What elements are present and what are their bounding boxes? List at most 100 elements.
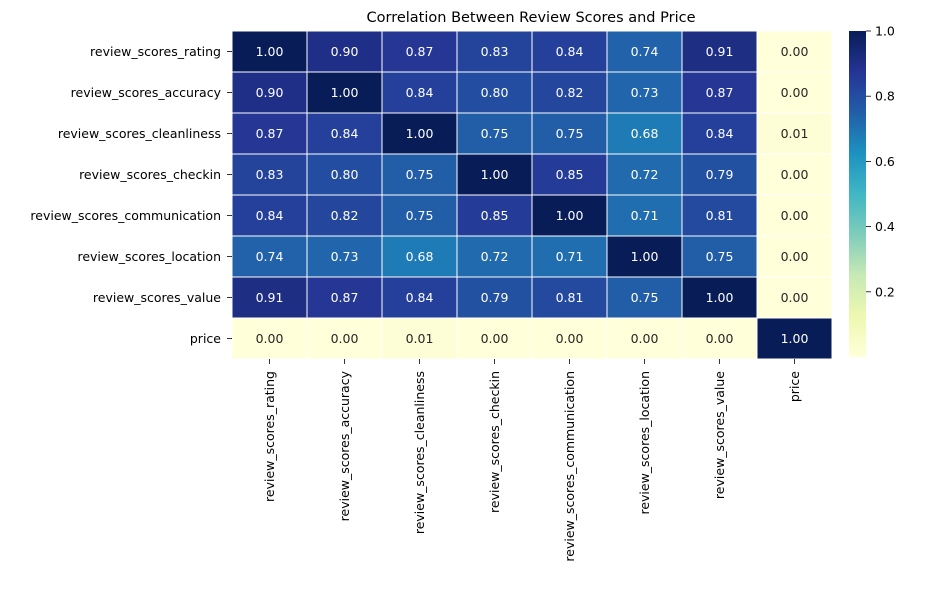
cell-value-label: 0.00: [556, 331, 584, 346]
cell-value-label: 0.72: [631, 167, 659, 182]
cell-value-label: 0.84: [556, 44, 584, 59]
cell-value-label: 0.75: [481, 126, 509, 141]
cell-value-label: 0.00: [706, 331, 734, 346]
heatmap-cell: [756, 235, 833, 278]
cell-value-label: 0.80: [331, 167, 359, 182]
row-tick-label: review_scores_rating: [90, 44, 221, 59]
cell-value-label: 0.00: [781, 208, 809, 223]
cell-value-label: 0.75: [631, 290, 659, 305]
colorbar-tick-label: 0.6: [875, 154, 895, 169]
heatmap-cell: [756, 30, 833, 73]
column-tick-label: price: [787, 371, 802, 402]
heatmap-cell: [756, 276, 833, 319]
cell-value-label: 0.00: [256, 331, 284, 346]
heatmap-cell: [231, 153, 308, 196]
column-tick-label: review_scores_communication: [562, 371, 577, 562]
cell-value-label: 1.00: [781, 331, 809, 346]
cell-value-label: 0.83: [481, 44, 509, 59]
cell-value-label: 0.79: [481, 290, 509, 305]
cell-value-label: 0.79: [706, 167, 734, 182]
heatmap-cell: [231, 276, 308, 319]
column-tick-label: review_scores_accuracy: [337, 370, 352, 521]
heatmap-cell: [606, 276, 683, 319]
heatmap-cell: [606, 112, 683, 155]
heatmap-cell: [456, 194, 533, 237]
heatmap-cell: [756, 317, 833, 360]
cell-value-label: 0.81: [706, 208, 734, 223]
cell-value-label: 0.82: [556, 85, 584, 100]
colorbar-tick-label: 1.0: [875, 24, 895, 39]
cell-value-label: 1.00: [556, 208, 584, 223]
column-tick-label: review_scores_rating: [262, 371, 277, 502]
heatmap-cell: [381, 317, 458, 360]
cell-value-label: 1.00: [481, 167, 509, 182]
cell-value-label: 0.00: [631, 331, 659, 346]
heatmap-cell: [456, 71, 533, 114]
cell-value-label: 0.68: [406, 249, 434, 264]
heatmap-cell: [606, 71, 683, 114]
cell-value-label: 0.75: [406, 167, 434, 182]
colorbar: 0.2 0.4 0.6 0.8 1.0: [849, 24, 895, 357]
row-tick-label: review_scores_value: [93, 290, 221, 305]
cell-value-label: 0.01: [781, 126, 809, 141]
heatmap-cell: [306, 30, 383, 73]
heatmap-cell: [456, 112, 533, 155]
cell-value-label: 0.00: [331, 331, 359, 346]
heatmap-cell: [756, 112, 833, 155]
column-tick-label: review_scores_cleanliness: [412, 371, 427, 534]
column-tick-label: review_scores_checkin: [487, 371, 502, 513]
row-tick-label: review_scores_communication: [30, 208, 221, 223]
heatmap-cell: [606, 235, 683, 278]
cell-value-label: 0.81: [556, 290, 584, 305]
heatmap-cell: [306, 112, 383, 155]
cell-value-label: 0.00: [781, 85, 809, 100]
cell-value-label: 0.87: [256, 126, 284, 141]
cell-value-label: 0.85: [481, 208, 509, 223]
heatmap-cell: [231, 30, 308, 73]
cell-value-label: 0.91: [256, 290, 284, 305]
colorbar-ticks: 0.2 0.4 0.6 0.8 1.0: [866, 24, 895, 299]
heatmap-cell: [306, 276, 383, 319]
cell-value-label: 0.75: [556, 126, 584, 141]
column-tick-label: review_scores_location: [637, 371, 652, 515]
cell-value-label: 0.00: [781, 44, 809, 59]
cell-value-label: 0.75: [406, 208, 434, 223]
heatmap-cell: [381, 112, 458, 155]
cell-value-label: 0.00: [481, 331, 509, 346]
cell-value-label: 0.84: [331, 126, 359, 141]
cell-value-label: 1.00: [331, 85, 359, 100]
heatmap-cell: [306, 71, 383, 114]
cell-value-label: 0.00: [781, 249, 809, 264]
row-tick-label: review_scores_location: [77, 249, 221, 264]
cell-value-label: 1.00: [406, 126, 434, 141]
cell-value-label: 0.82: [331, 208, 359, 223]
heatmap-cell: [381, 153, 458, 196]
heatmap-cell: [756, 71, 833, 114]
heatmap-cell: [531, 194, 608, 237]
cell-value-label: 0.84: [706, 126, 734, 141]
cell-value-label: 0.83: [256, 167, 284, 182]
heatmap-cell: [681, 235, 758, 278]
cell-value-label: 0.84: [406, 290, 434, 305]
cell-value-label: 0.85: [556, 167, 584, 182]
heatmap-cell: [381, 276, 458, 319]
cell-value-label: 1.00: [706, 290, 734, 305]
heatmap-cell: [531, 112, 608, 155]
heatmap-cell: [681, 153, 758, 196]
heatmap-cells: 1.00 0.90 0.87 0.83 0.84 0.74 0.91 0.00 0.90 1.00…: [231, 30, 833, 360]
cell-value-label: 1.00: [631, 249, 659, 264]
cell-value-label: 1.00: [256, 44, 284, 59]
column-tick-labels: review_scores_rating review_scores_accura…: [262, 359, 802, 562]
cell-value-label: 0.00: [781, 290, 809, 305]
cell-value-label: 0.90: [331, 44, 359, 59]
cell-value-label: 0.72: [481, 249, 509, 264]
cell-value-label: 0.84: [406, 85, 434, 100]
row-tick-label: review_scores_checkin: [79, 167, 221, 182]
row-tick-label: price: [190, 331, 221, 346]
colorbar-tick-label: 0.2: [875, 284, 895, 299]
row-tick-labels: review_scores_rating review_scores_accura…: [30, 44, 232, 346]
heatmap-cell: [531, 276, 608, 319]
cell-value-label: 0.00: [781, 167, 809, 182]
cell-value-label: 0.84: [256, 208, 284, 223]
